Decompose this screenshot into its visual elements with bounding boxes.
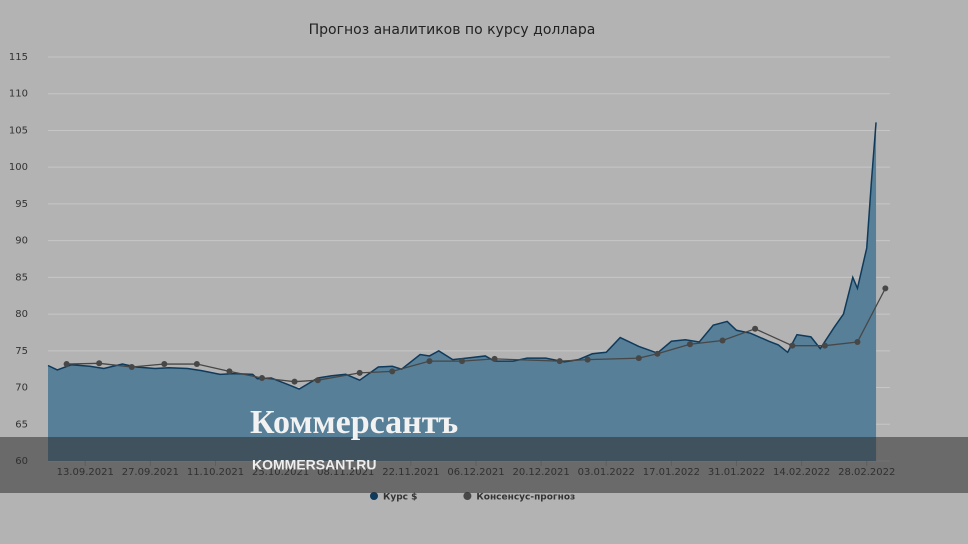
marker	[356, 369, 363, 376]
marker	[96, 360, 103, 367]
legend-label: Консенсус-прогноз	[476, 493, 575, 503]
marker	[63, 361, 70, 368]
marker	[426, 358, 433, 365]
marker	[226, 368, 233, 375]
y-tick-label: 65	[15, 419, 28, 430]
marker	[291, 378, 298, 385]
marker	[128, 363, 135, 370]
marker	[686, 341, 693, 348]
watermark-logo: Коммерсантъ	[250, 404, 458, 441]
area	[48, 122, 877, 461]
y-tick-label: 110	[9, 89, 28, 100]
marker	[314, 377, 321, 384]
marker	[789, 342, 796, 349]
marker	[854, 339, 861, 346]
legend-marker	[463, 492, 472, 500]
marker	[459, 358, 466, 365]
chart-title: Прогноз аналитиков по курсу доллара	[309, 22, 596, 38]
marker	[719, 337, 726, 344]
y-tick-label: 95	[15, 199, 28, 210]
legend-label: Курс $	[383, 493, 417, 503]
y-tick-label: 100	[9, 162, 28, 173]
watermark-band	[0, 437, 968, 493]
marker	[752, 325, 759, 332]
marker	[635, 355, 642, 362]
marker	[389, 368, 396, 375]
marker	[161, 361, 168, 368]
marker	[258, 374, 265, 381]
marker	[821, 342, 828, 349]
y-tick-label: 70	[15, 383, 28, 394]
marker	[654, 350, 661, 357]
y-tick-label: 105	[9, 125, 28, 136]
y-tick-label: 85	[15, 272, 28, 283]
y-tick-label: 75	[15, 346, 28, 357]
legend-marker	[370, 492, 378, 500]
marker	[556, 358, 563, 365]
area-line	[47, 122, 877, 390]
marker	[584, 356, 591, 363]
y-tick-label: 115	[9, 52, 28, 63]
watermark-site: KOMMERSANT.RU	[252, 457, 376, 473]
marker	[193, 361, 200, 368]
y-tick-label: 80	[15, 309, 28, 320]
y-tick-label: 90	[15, 236, 28, 247]
marker	[882, 285, 889, 292]
marker	[491, 355, 498, 362]
